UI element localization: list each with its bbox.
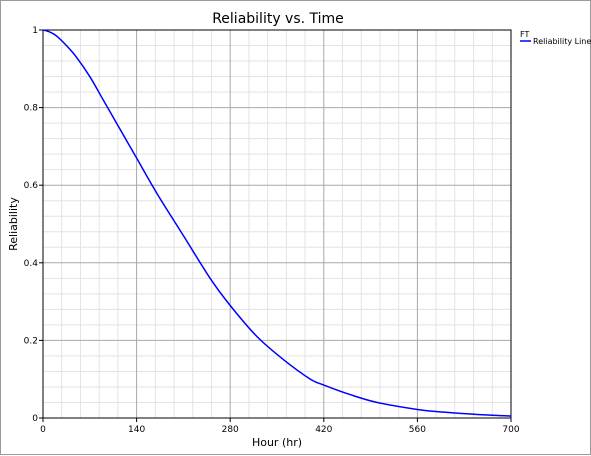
legend-entry-reliability-line: Reliability Line (533, 37, 591, 46)
legend-title: FT (520, 30, 529, 39)
y-tick-labels: 0 0.2 0.4 0.6 0.8 1 (24, 26, 39, 424)
x-tick-label: 560 (409, 425, 426, 435)
x-tick-label: 140 (128, 425, 145, 435)
x-tick-label: 280 (222, 425, 239, 435)
x-tick-labels: 0 140 280 420 560 700 (40, 425, 520, 435)
x-tick-label: 700 (502, 425, 519, 435)
minor-grid (43, 30, 511, 418)
x-axis-label: Hour (hr) (252, 436, 302, 449)
y-tick-label: 0.8 (24, 104, 39, 114)
y-tick-label: 0.2 (24, 336, 38, 346)
plot-area-border (42, 29, 512, 419)
y-tick-label: 0.4 (24, 259, 39, 269)
y-tick-label: 0 (32, 414, 38, 424)
series-layer (42, 29, 512, 417)
y-tick-label: 1 (32, 26, 38, 36)
y-axis-label: Reliability (7, 197, 20, 251)
major-grid (42, 29, 512, 419)
x-tick-label: 0 (40, 425, 46, 435)
x-tick-label: 420 (315, 425, 332, 435)
legend: FT Reliability Line (520, 30, 591, 46)
chart-title: Reliability vs. Time (212, 11, 344, 27)
y-tick-label: 0.6 (24, 181, 39, 191)
series-line-reliability (42, 29, 512, 417)
tick-marks (39, 29, 512, 422)
